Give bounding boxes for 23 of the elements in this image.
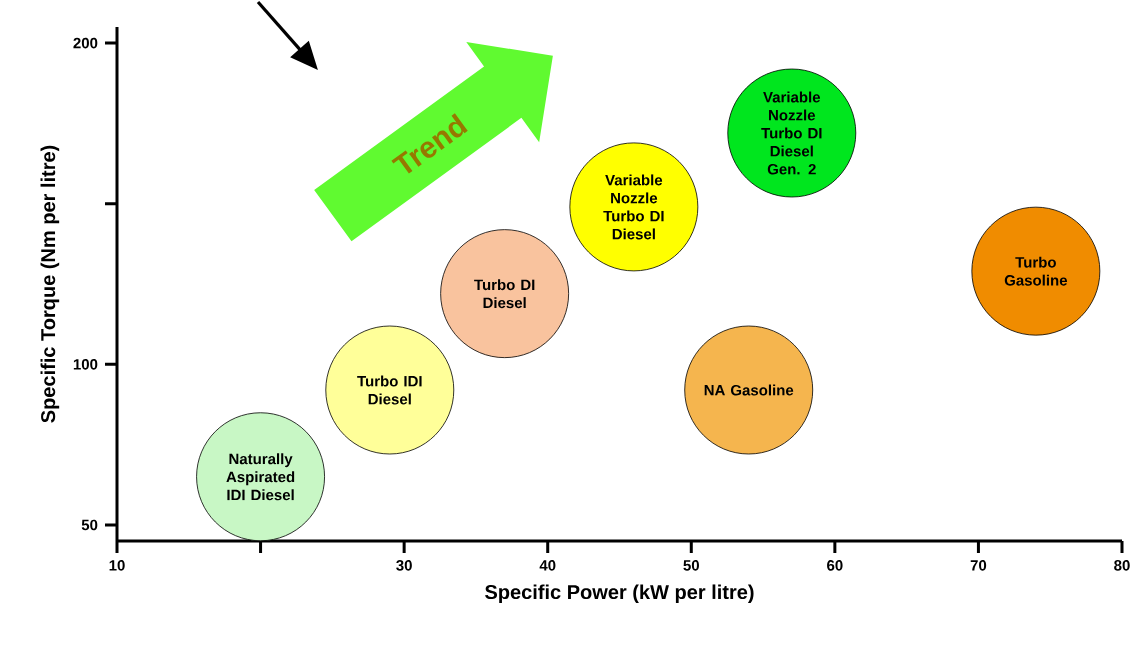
annotation: Turbo IDI Diesel	[357, 375, 422, 405]
x-tick-label: 40	[539, 560, 556, 571]
x-tick-label: 50	[683, 560, 699, 571]
y-tick-label: 200	[73, 37, 98, 49]
annotation: Turbo Gasoline	[1004, 256, 1068, 286]
x-tick-label: 10	[109, 560, 125, 571]
annotation: NA Gasoline	[704, 384, 794, 396]
annotation: Variable Nozzle Turbo DI Diesel	[603, 174, 664, 240]
point	[684, 325, 814, 455]
point	[971, 206, 1101, 336]
x-tick-label: 30	[396, 560, 412, 571]
annotation: Naturally Aspirated IDI Diesel	[226, 453, 295, 501]
point	[325, 325, 455, 455]
y-tick-label: 100	[73, 359, 98, 370]
y-tick-label: 50	[81, 519, 98, 531]
x-tick-label: 80	[1114, 560, 1130, 571]
annotation: Variable Nozzle Turbo DI Diesel Gen. 2	[761, 91, 822, 175]
x-tick-label: 70	[970, 560, 987, 571]
y-axis-title: Specific Torque (Nm per litre)	[40, 145, 60, 423]
x-tick-label: 60	[827, 560, 843, 571]
x-axis-title: Specific Power (kW per litre)	[485, 584, 754, 604]
annotation: Turbo DI Diesel	[474, 279, 535, 309]
point	[440, 229, 570, 359]
